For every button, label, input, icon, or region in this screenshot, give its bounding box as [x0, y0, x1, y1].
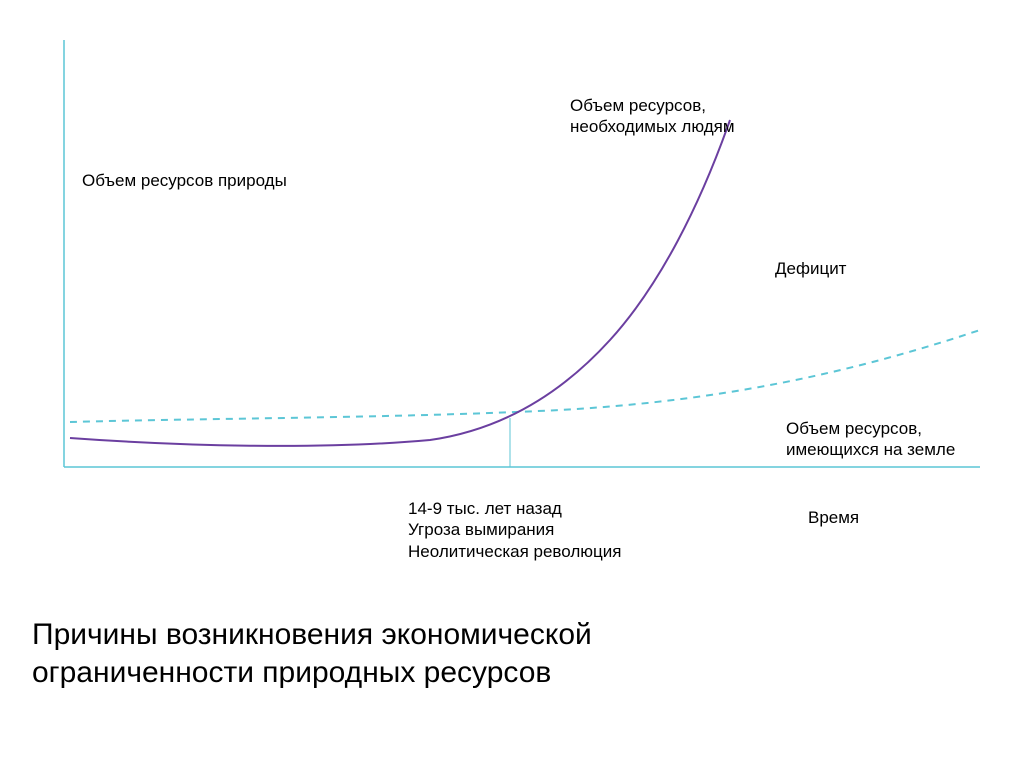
chart-title: Причины возникновения экономической огра…	[32, 616, 592, 691]
x-axis-label: Время	[808, 507, 859, 528]
y-axis-label: Объем ресурсов природы	[82, 170, 287, 191]
supply-label: Объем ресурсов, имеющихся на земле	[786, 418, 955, 461]
chart-stage: Объем ресурсов природы Объем ресурсов, н…	[0, 0, 1024, 767]
marker-label: 14-9 тыс. лет назад Угроза вымирания Нео…	[408, 498, 621, 562]
deficit-label: Дефицит	[775, 258, 846, 279]
demand-series	[70, 120, 730, 446]
demand-label: Объем ресурсов, необходимых людям	[570, 95, 735, 138]
